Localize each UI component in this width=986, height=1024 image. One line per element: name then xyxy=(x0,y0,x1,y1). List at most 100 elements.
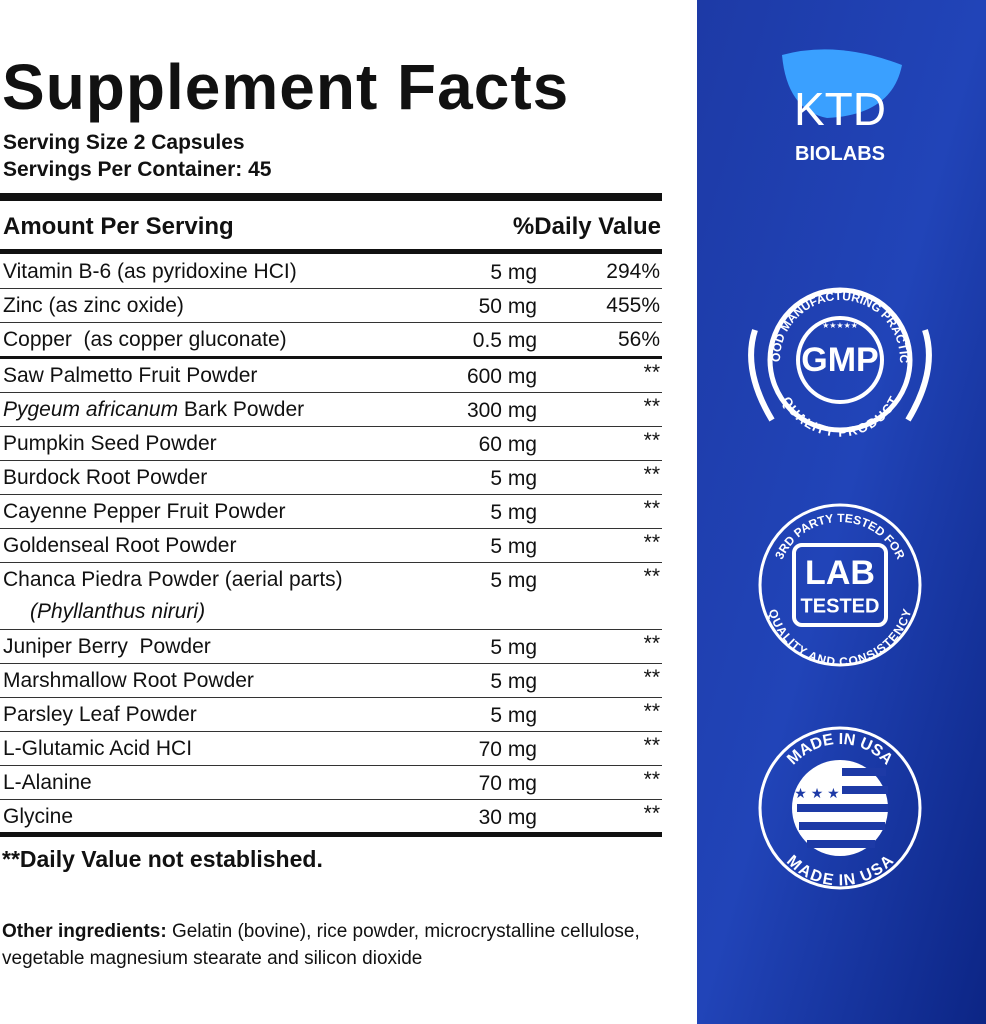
row-separator xyxy=(0,799,662,800)
column-header: Amount Per Serving xyxy=(3,213,234,240)
ingredient: Chanca Piedra Powder (aerial parts) xyxy=(3,568,343,592)
row-separator xyxy=(0,426,662,427)
name: Chanca Piedra Powder (aerial parts) xyxy=(3,568,343,591)
stars: ★★★★★ xyxy=(822,321,858,330)
divider xyxy=(0,832,662,837)
ingredient: Saw Palmetto Fruit Powder xyxy=(3,364,257,388)
daily-value: ** xyxy=(643,666,660,689)
divider xyxy=(0,356,662,359)
amount: 600 mg xyxy=(466,365,537,388)
name: Marshmallow Root Powder xyxy=(3,669,254,692)
name: L-Alanine xyxy=(3,771,92,794)
row: Parsley Leaf Powder 5 mg ** xyxy=(0,698,662,732)
brand: KTD xyxy=(794,83,886,135)
serving-size: Serving Size 2 Capsules xyxy=(3,131,245,154)
daily-value: ** xyxy=(643,531,660,554)
row: Pumpkin Seed Powder 60 mg ** xyxy=(0,427,662,461)
lab-badge xyxy=(758,503,922,667)
daily-value: ** xyxy=(643,565,660,588)
row: Glycine 30 mg ** xyxy=(0,800,662,834)
name: Goldenseal Root Powder xyxy=(3,534,237,557)
column-header: %Daily Value xyxy=(512,213,661,240)
note: (Phyllanthus niruri) xyxy=(30,600,206,623)
row: Burdock Root Powder 5 mg ** xyxy=(0,461,662,495)
row-separator xyxy=(0,322,662,323)
amount: 0.5 mg xyxy=(472,329,537,352)
ingredient: Goldenseal Root Powder xyxy=(3,534,236,558)
gmp-badge xyxy=(748,287,932,433)
amount: 30 mg xyxy=(478,806,537,829)
row-separator xyxy=(0,765,662,766)
row-separator xyxy=(0,731,662,732)
ingredient: Glycine xyxy=(3,805,73,829)
title: Supplement Facts xyxy=(2,51,570,123)
row: Chanca Piedra Powder (aerial parts) (Phyl… xyxy=(0,563,662,630)
row-separator xyxy=(0,663,662,664)
svg-text:★ ★ ★: ★ ★ ★ xyxy=(794,785,839,801)
badge-panel: KTD BIOLABS GMP ★★★★★ GOOD MANUFACTURING… xyxy=(697,0,986,1024)
row: Goldenseal Root Powder 5 mg ** xyxy=(0,529,662,563)
amount: 5 mg xyxy=(490,535,537,558)
row: L-Alanine 70 mg ** xyxy=(0,766,662,800)
daily-value: 455% xyxy=(606,294,660,317)
row-separator xyxy=(0,562,662,563)
daily-value: ** xyxy=(643,734,660,757)
row: Copper (as copper gluconate) 0.5 mg 56% xyxy=(0,323,662,357)
daily-value: ** xyxy=(643,429,660,452)
row: Cayenne Pepper Fruit Powder 5 mg ** xyxy=(0,495,662,529)
amount: 5 mg xyxy=(490,467,537,490)
amount: 5 mg xyxy=(490,501,537,524)
row-separator xyxy=(0,629,662,630)
daily-value: ** xyxy=(643,632,660,655)
ingredient: Pygeum africanum Bark Powder xyxy=(3,398,304,422)
ingredient: L-Glutamic Acid HCI xyxy=(3,737,192,761)
text: Gelatin (bovine), rice powder, microcrys… xyxy=(2,921,640,969)
amount: 70 mg xyxy=(478,738,537,761)
amount: 5 mg xyxy=(490,569,537,592)
name: Zinc (as zinc oxide) xyxy=(3,294,184,317)
ingredient: Pumpkin Seed Powder xyxy=(3,432,217,456)
row: Pygeum africanum Bark Powder 300 mg ** xyxy=(0,393,662,427)
footnote: **Daily Value not established. xyxy=(2,846,323,872)
row: Juniper Berry Powder 5 mg ** xyxy=(0,630,662,664)
name: L-Glutamic Acid HCI xyxy=(3,737,193,760)
name: Vitamin B-6 (as pyridoxine HCI) xyxy=(3,260,297,283)
name: Cayenne Pepper Fruit Powder xyxy=(3,500,286,523)
amount: 5 mg xyxy=(490,704,537,727)
daily-value: ** xyxy=(643,497,660,520)
amount: 5 mg xyxy=(490,636,537,659)
italic-name: Pygeum africanum xyxy=(3,398,179,421)
daily-value: ** xyxy=(643,395,660,418)
other-ingredients: Other ingredients: Gelatin (bovine), ric… xyxy=(2,918,682,972)
amount: 300 mg xyxy=(466,399,537,422)
name: Burdock Root Powder xyxy=(3,466,208,489)
daily-value: ** xyxy=(643,361,660,384)
ingredient: Burdock Root Powder xyxy=(3,466,207,490)
amount: 50 mg xyxy=(478,295,537,318)
name: Juniper Berry Powder xyxy=(3,635,211,658)
ingredient: Copper (as copper gluconate) xyxy=(3,328,287,352)
ingredient: Juniper Berry Powder xyxy=(3,635,211,659)
row: L-Glutamic Acid HCI 70 mg ** xyxy=(0,732,662,766)
usa-badge: ★ ★ ★ xyxy=(758,726,922,890)
row: Vitamin B-6 (as pyridoxine HCI) 5 mg 294% xyxy=(0,255,662,289)
ingredient: L-Alanine xyxy=(3,771,92,795)
row-separator xyxy=(0,288,662,289)
ingredient: Zinc (as zinc oxide) xyxy=(3,294,184,318)
daily-value: ** xyxy=(643,463,660,486)
row: Saw Palmetto Fruit Powder 600 mg ** xyxy=(0,359,662,393)
name: Parsley Leaf Powder xyxy=(3,703,197,726)
name: Saw Palmetto Fruit Powder xyxy=(3,364,258,387)
daily-value: ** xyxy=(643,700,660,723)
name: Pumpkin Seed Powder xyxy=(3,432,217,455)
daily-value: ** xyxy=(643,802,660,825)
ingredient: Cayenne Pepper Fruit Powder xyxy=(3,500,286,524)
gmp: GMP xyxy=(801,341,878,379)
ingredient: Parsley Leaf Powder xyxy=(3,703,197,727)
row-separator xyxy=(0,528,662,529)
divider xyxy=(0,249,662,254)
row-separator xyxy=(0,392,662,393)
daily-value: 56% xyxy=(617,328,660,351)
tested: TESTED xyxy=(801,595,880,617)
